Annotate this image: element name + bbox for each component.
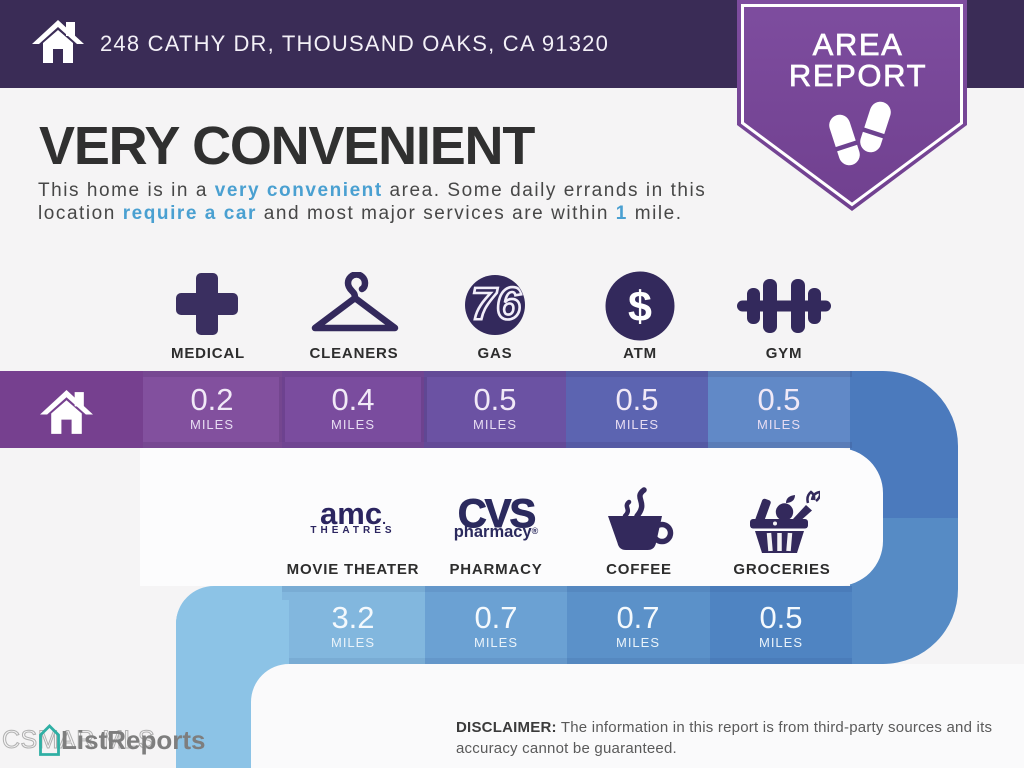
svg-text:REPORT: REPORT <box>789 58 927 93</box>
svg-text:AREA: AREA <box>813 27 904 62</box>
svg-text:76: 76 <box>471 278 522 329</box>
svg-text:$: $ <box>628 283 652 331</box>
